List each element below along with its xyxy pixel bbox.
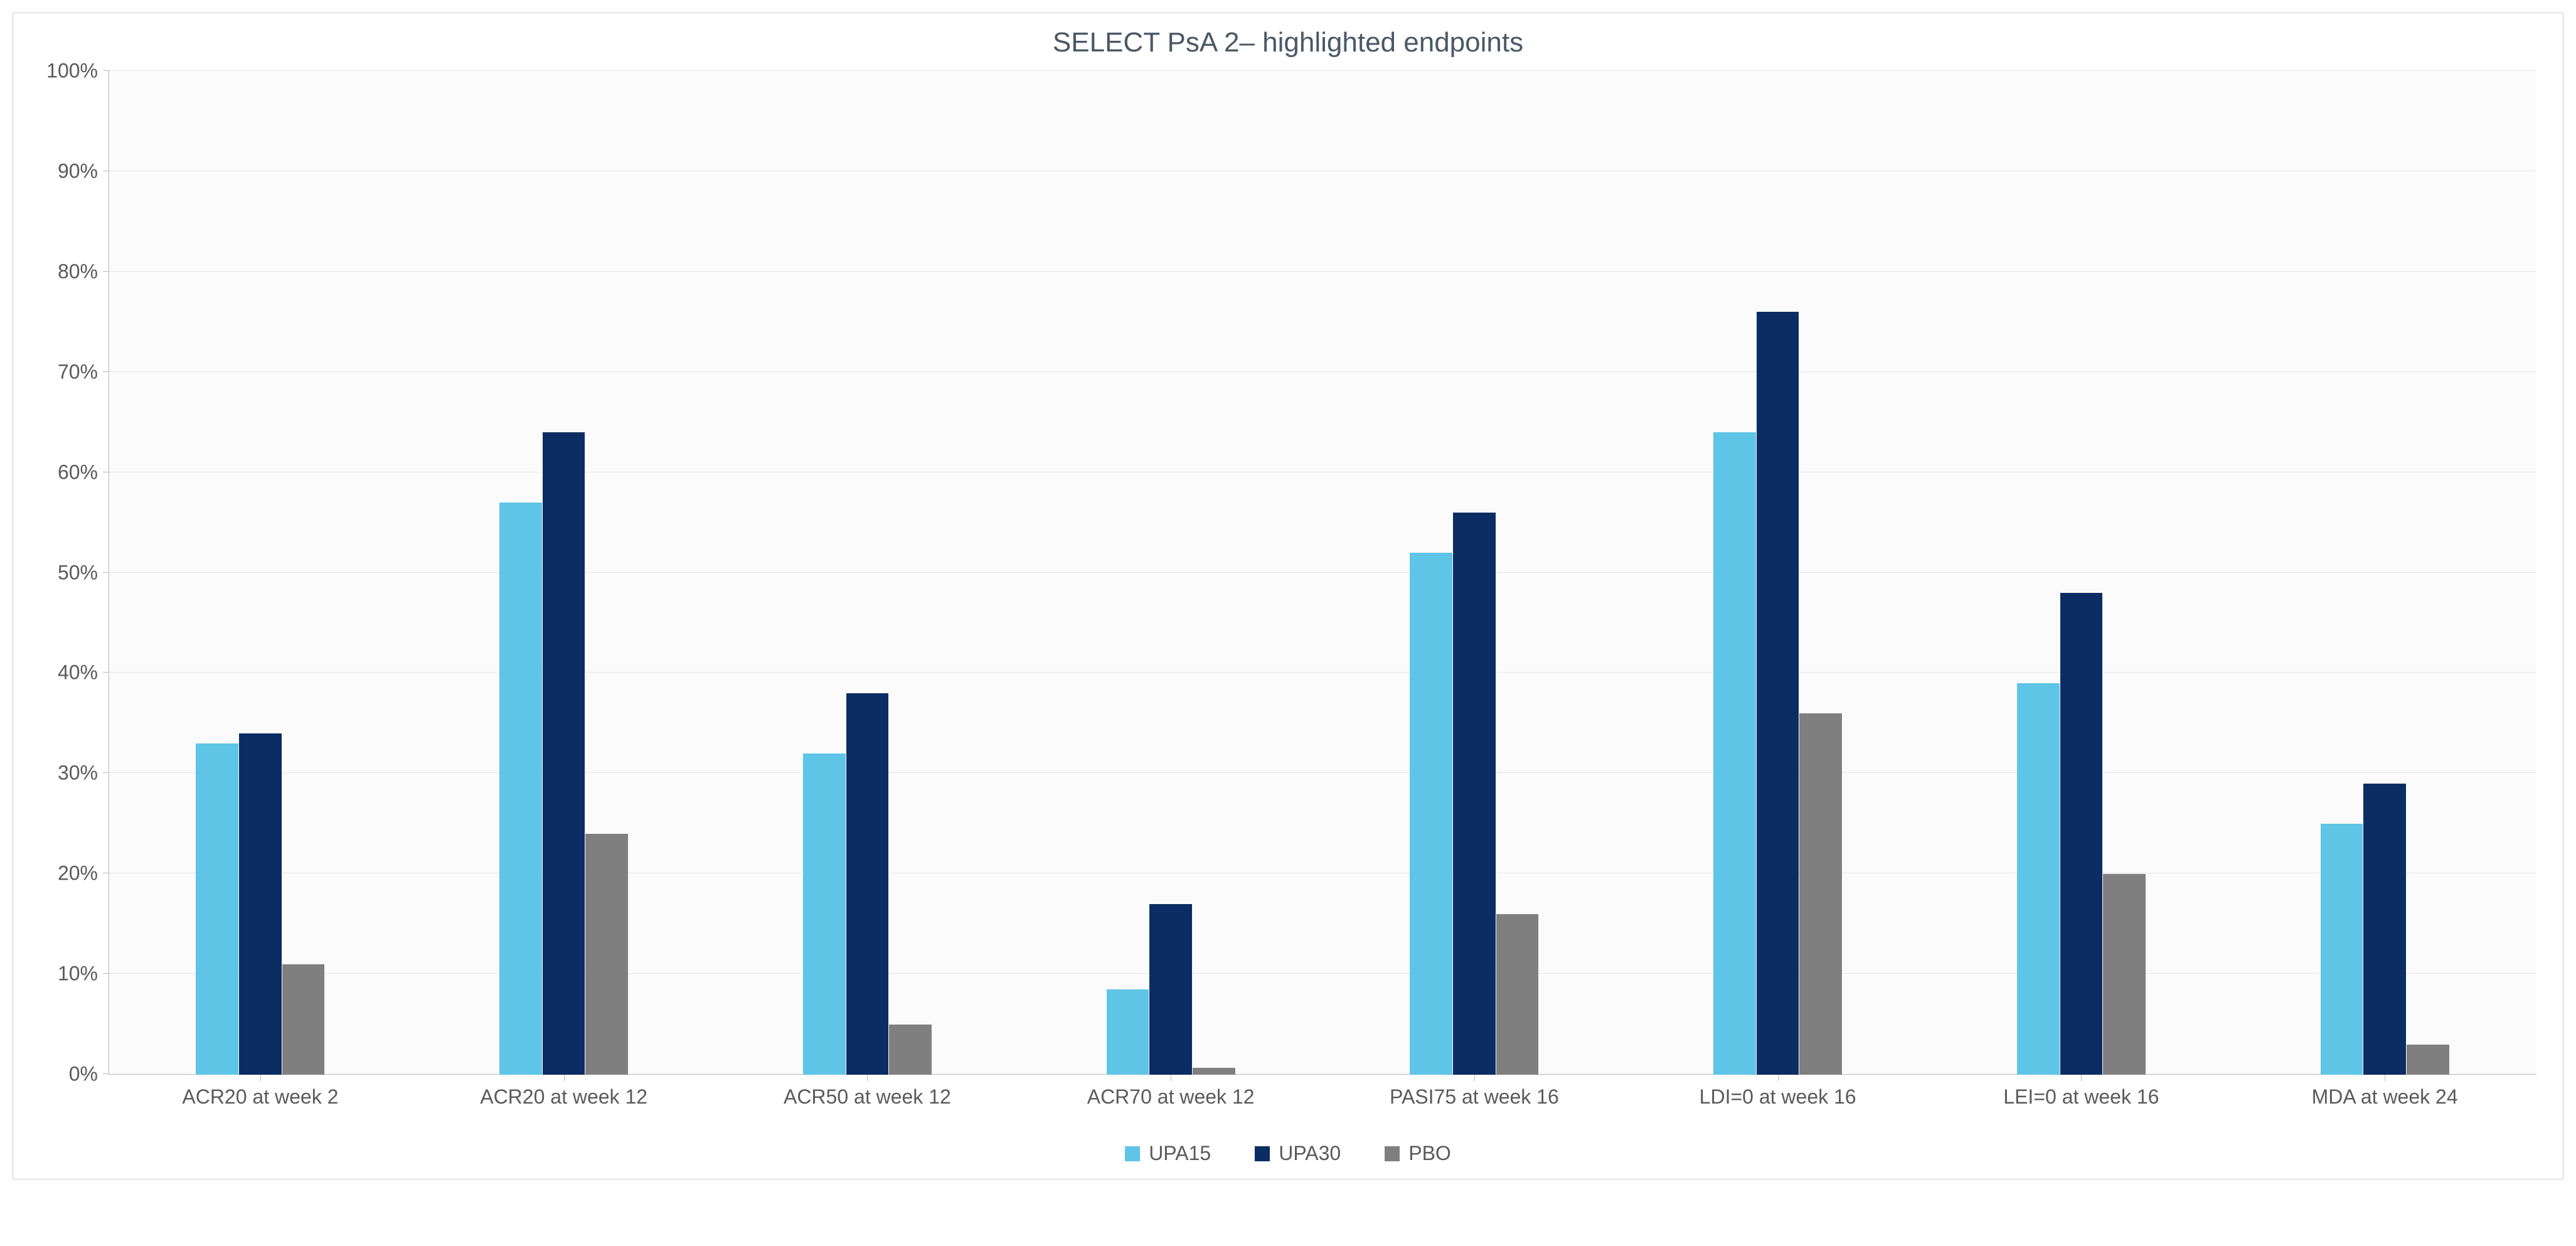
bar-group <box>1626 71 1930 1075</box>
bar <box>1453 513 1496 1075</box>
bar <box>1193 1068 1235 1075</box>
bar <box>543 432 585 1075</box>
x-tick-mark <box>1778 1075 1779 1081</box>
legend-item: PBO <box>1385 1142 1451 1165</box>
bar <box>196 743 238 1075</box>
y-tick-label: 80% <box>58 260 109 283</box>
legend-item: UPA30 <box>1255 1142 1341 1165</box>
y-tick-label: 10% <box>58 962 109 986</box>
y-tick-label: 20% <box>58 862 109 885</box>
x-axis-label: LEI=0 at week 16 <box>1930 1084 2233 1110</box>
x-axis-label: ACR20 at week 12 <box>412 1084 716 1110</box>
x-axis-label: ACR70 at week 12 <box>1019 1084 1323 1110</box>
chart-container: SELECT PsA 2– highlighted endpoints 0%10… <box>13 13 2563 1179</box>
bar <box>1107 989 1149 1075</box>
bar-group <box>1323 71 1626 1075</box>
bar <box>1410 553 1452 1075</box>
legend-swatch <box>1125 1146 1140 1161</box>
bar <box>239 733 282 1075</box>
bar <box>2060 593 2103 1075</box>
bar-group <box>1930 71 2233 1075</box>
x-axis-label: ACR50 at week 12 <box>716 1084 1019 1110</box>
legend-label: UPA15 <box>1149 1142 1211 1165</box>
bar <box>282 964 325 1075</box>
x-tick-mark <box>867 1075 868 1081</box>
y-tick-label: 30% <box>58 762 109 785</box>
legend-label: UPA30 <box>1279 1142 1341 1165</box>
bar <box>2363 784 2406 1075</box>
bar-group <box>1019 71 1323 1075</box>
x-tick-mark <box>1474 1075 1475 1081</box>
bar <box>1799 713 1842 1075</box>
bar-group <box>412 71 716 1075</box>
bar-group <box>109 71 412 1075</box>
chart-title: SELECT PsA 2– highlighted endpoints <box>21 27 2555 58</box>
x-axis-label: ACR20 at week 2 <box>109 1084 412 1110</box>
bar <box>889 1025 932 1075</box>
y-tick-label: 0% <box>69 1063 109 1086</box>
bar <box>1713 432 1756 1075</box>
bar <box>2103 874 2146 1075</box>
bar <box>1496 914 1539 1075</box>
x-axis-label: LDI=0 at week 16 <box>1626 1084 1930 1110</box>
plot-wrap: 0%10%20%30%40%50%60%70%80%90%100% <box>109 71 2536 1075</box>
y-tick-label: 50% <box>58 561 109 584</box>
x-tick-mark <box>2081 1075 2082 1081</box>
bar <box>1757 312 1799 1075</box>
y-tick-label: 60% <box>58 461 109 484</box>
bar-group <box>2233 71 2536 1075</box>
x-axis-labels: ACR20 at week 2ACR20 at week 12ACR50 at … <box>109 1084 2536 1110</box>
bar <box>499 503 542 1075</box>
bar <box>2017 683 2060 1075</box>
bar <box>585 834 628 1075</box>
legend-swatch <box>1385 1146 1400 1161</box>
bar <box>2321 824 2363 1075</box>
x-tick-mark <box>564 1075 565 1081</box>
x-tick-mark <box>260 1075 261 1081</box>
y-tick-label: 90% <box>58 159 109 183</box>
x-axis-label: MDA at week 24 <box>2233 1084 2536 1110</box>
bar <box>1149 904 1192 1075</box>
legend-swatch <box>1255 1146 1270 1161</box>
y-tick-label: 70% <box>58 360 109 383</box>
bar <box>846 693 889 1075</box>
y-tick-label: 40% <box>58 661 109 684</box>
bars-layer <box>109 71 2536 1075</box>
bar-group <box>716 71 1019 1075</box>
legend-label: PBO <box>1408 1142 1451 1165</box>
bar <box>803 753 846 1075</box>
bar <box>2407 1045 2449 1075</box>
legend: UPA15 UPA30 PBO <box>21 1142 2555 1165</box>
y-tick-label: 100% <box>46 60 109 83</box>
legend-item: UPA15 <box>1125 1142 1211 1165</box>
x-axis-label: PASI75 at week 16 <box>1323 1084 1626 1110</box>
